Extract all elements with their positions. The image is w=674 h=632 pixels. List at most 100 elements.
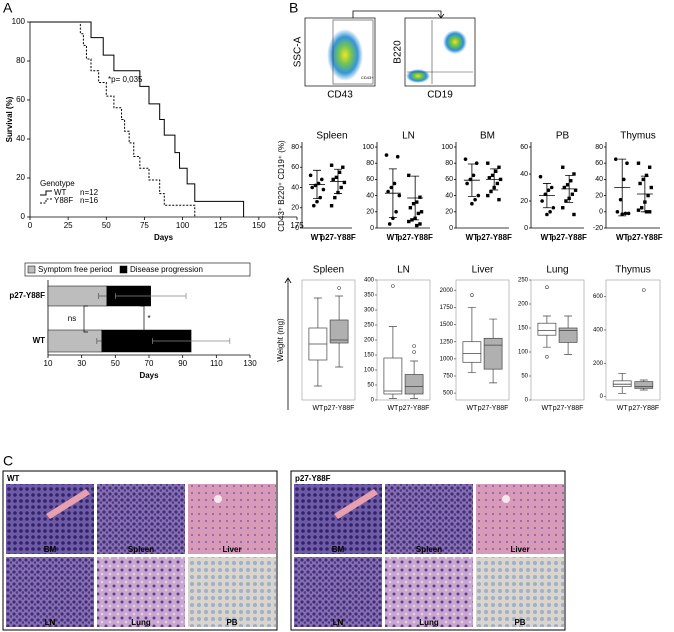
y-tick-label: 80 xyxy=(445,160,453,167)
y-tick-label: 0 xyxy=(370,225,374,232)
x-axis-label: Days xyxy=(154,233,174,242)
sd-bar xyxy=(411,175,420,221)
sd-bar xyxy=(313,169,321,200)
y-tick-label: 0 xyxy=(371,398,375,404)
micrograph xyxy=(188,484,276,554)
x-tick-label: 0 xyxy=(28,221,33,230)
panel-title: BM xyxy=(480,131,495,142)
histology-title: WT xyxy=(7,474,20,483)
y-tick-label: 20 xyxy=(291,205,299,212)
data-point xyxy=(543,192,548,197)
y-tick-label: 50 xyxy=(367,383,374,389)
data-point xyxy=(407,219,411,224)
y-tick-label: 500 xyxy=(443,391,454,397)
x-tick-label: 130 xyxy=(243,359,257,368)
legend-n: n=12 xyxy=(80,188,99,197)
data-point xyxy=(392,181,397,186)
flow-x-label: CD19 xyxy=(427,90,453,101)
x-tick-label: 100 xyxy=(176,221,190,230)
annotation: *p= 0,035 xyxy=(108,75,143,84)
tissue-label: LN xyxy=(333,618,344,627)
legend-swatch xyxy=(119,265,128,274)
micrograph xyxy=(385,557,473,627)
legend-title: Genotype xyxy=(40,179,75,188)
data-point xyxy=(573,188,578,192)
y-tick-label: 100 xyxy=(12,17,26,26)
data-point xyxy=(310,185,315,190)
data-point xyxy=(636,208,641,212)
data-point xyxy=(486,161,490,165)
panel-label: B xyxy=(289,0,298,16)
data-point xyxy=(569,179,573,183)
panel-title: PB xyxy=(556,131,570,142)
y-tick-label: 40 xyxy=(520,171,528,178)
category-label: p27-Y88F xyxy=(628,405,659,412)
y-tick-label: 40 xyxy=(291,184,299,191)
data-point xyxy=(494,169,498,173)
category-label: p27-Y88F xyxy=(324,405,355,412)
sd-bar xyxy=(640,175,649,213)
data-point xyxy=(636,161,641,165)
y-tick-label: 20 xyxy=(445,209,453,216)
x-tick-label: 75 xyxy=(140,221,149,230)
panel-title: Thymus xyxy=(615,265,651,276)
y-tick-label: -20 xyxy=(593,225,603,232)
data-point xyxy=(339,185,343,190)
data-point xyxy=(389,185,394,190)
data-point xyxy=(626,211,631,216)
outlier xyxy=(337,286,341,290)
data-point xyxy=(415,200,419,204)
data-point xyxy=(622,177,626,182)
data-point xyxy=(407,173,411,178)
vessel xyxy=(46,489,90,519)
y-tick-label: 40 xyxy=(445,192,453,199)
data-point xyxy=(565,183,570,187)
panel-title: LN xyxy=(402,131,415,142)
category-label: p27-Y88F xyxy=(553,405,584,412)
y-tick-label: 1500 xyxy=(440,322,454,328)
category-label: p27-Y88F xyxy=(478,405,509,412)
data-point xyxy=(329,204,334,208)
box xyxy=(462,341,482,363)
category-label: WT xyxy=(616,233,629,242)
category-label: p27-Y88F xyxy=(397,233,433,242)
data-point xyxy=(638,181,642,186)
y-tick-label: 0 xyxy=(295,225,299,232)
x-tick-label: 30 xyxy=(77,359,86,368)
y-tick-label: 60 xyxy=(520,144,528,151)
box xyxy=(404,374,424,395)
category-label: WT xyxy=(33,336,46,345)
y-tick-label: 50 xyxy=(521,374,528,380)
y-tick-label: 0 xyxy=(21,212,26,221)
data-point xyxy=(408,206,413,210)
data-point xyxy=(497,197,501,202)
tissue-label: PB xyxy=(226,618,237,627)
data-point xyxy=(647,210,652,214)
y-tick-label: 60 xyxy=(16,95,25,104)
outlier xyxy=(641,288,646,292)
y-tick-label: 100 xyxy=(362,144,374,151)
x-tick-label: 70 xyxy=(145,359,154,368)
tissue-label: Lung xyxy=(131,618,151,627)
tissue-label: BM xyxy=(44,545,57,554)
data-point xyxy=(474,161,479,165)
data-point xyxy=(625,161,629,165)
sd-bar xyxy=(542,183,551,209)
y-tick-label: 1000 xyxy=(440,356,454,362)
y-tick-label: 1250 xyxy=(440,339,454,345)
tissue-label: Liver xyxy=(510,545,529,554)
y-axis-label: CD43⁺ B220⁺ CD19⁺ (%) xyxy=(277,140,286,232)
data-point xyxy=(649,185,653,190)
data-point xyxy=(490,173,495,178)
legend-n: n=16 xyxy=(80,196,99,205)
box xyxy=(383,357,403,395)
y-tick-label: 20 xyxy=(366,209,374,216)
y-tick-label: 750 xyxy=(443,374,454,380)
density xyxy=(406,69,430,83)
sd-bar xyxy=(388,168,397,218)
legend-label: WT xyxy=(54,188,67,197)
box xyxy=(329,319,349,344)
y-tick-label: 20 xyxy=(520,198,528,205)
bracket xyxy=(83,305,145,333)
